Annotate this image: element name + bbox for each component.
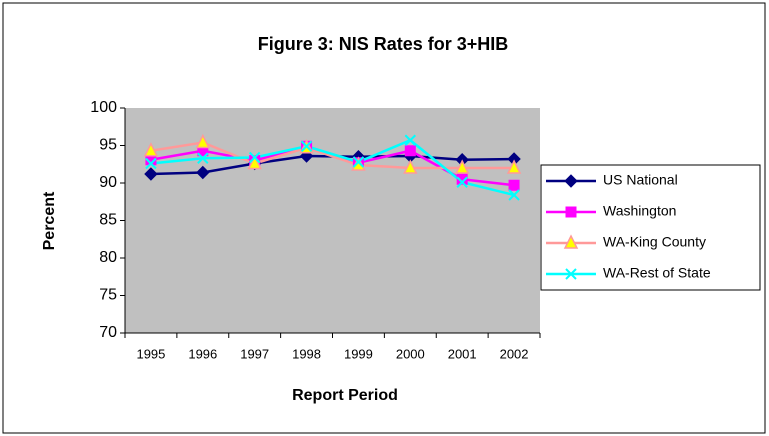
plot-area [125, 108, 540, 333]
marker [352, 156, 365, 168]
y-tick-label: 95 [99, 137, 117, 154]
y-tick-label: 75 [99, 287, 117, 304]
legend-label: WA-King County [603, 234, 706, 250]
x-tick-label: 2002 [500, 346, 529, 361]
legend-box [540, 164, 761, 291]
marker [196, 165, 210, 180]
legend-label: US National [603, 172, 678, 188]
marker [145, 157, 157, 170]
marker [508, 179, 520, 191]
marker [565, 206, 577, 218]
chart-title: Figure 3: NIS Rates for 3+HIB [258, 34, 509, 54]
y-tick-label: 100 [90, 99, 117, 116]
marker [564, 174, 578, 188]
marker [508, 189, 520, 201]
x-tick-label: 2000 [396, 346, 425, 361]
legend-item: WA-King County [546, 234, 706, 250]
x-tick-label: 1995 [136, 346, 165, 361]
marker [300, 140, 313, 152]
x-tick-label: 1997 [240, 346, 269, 361]
legend-item: WA-Rest of State [546, 265, 711, 281]
marker [565, 268, 577, 280]
x-tick-label: 1999 [344, 346, 373, 361]
marker [197, 152, 209, 164]
series-line [150, 141, 515, 170]
legend-label: WA-Rest of State [603, 265, 711, 281]
y-tick-label: 90 [99, 174, 117, 191]
series-line [150, 138, 515, 197]
marker [247, 154, 262, 170]
y-tick-label: 80 [99, 249, 117, 266]
x-tick-label: 1996 [188, 346, 217, 361]
marker [404, 145, 416, 157]
marker [456, 176, 468, 188]
x-tick-label: 1998 [292, 346, 321, 361]
x-tick-label: 2001 [448, 346, 477, 361]
marker [195, 133, 211, 149]
marker [144, 167, 158, 181]
marker [143, 142, 159, 157]
marker [506, 159, 522, 174]
marker [456, 173, 468, 185]
marker [454, 159, 470, 174]
marker [404, 134, 417, 146]
marker [563, 234, 579, 249]
y-tick-label: 70 [99, 324, 117, 341]
marker [403, 159, 418, 174]
legend-item: Washington [546, 203, 676, 219]
y-axis-label: Percent [41, 191, 58, 250]
x-axis-label: Report Period [292, 387, 398, 404]
marker [248, 151, 261, 164]
y-tick-label: 85 [99, 212, 117, 229]
legend-item: US National [546, 172, 678, 188]
legend-label: Washington [603, 203, 676, 219]
